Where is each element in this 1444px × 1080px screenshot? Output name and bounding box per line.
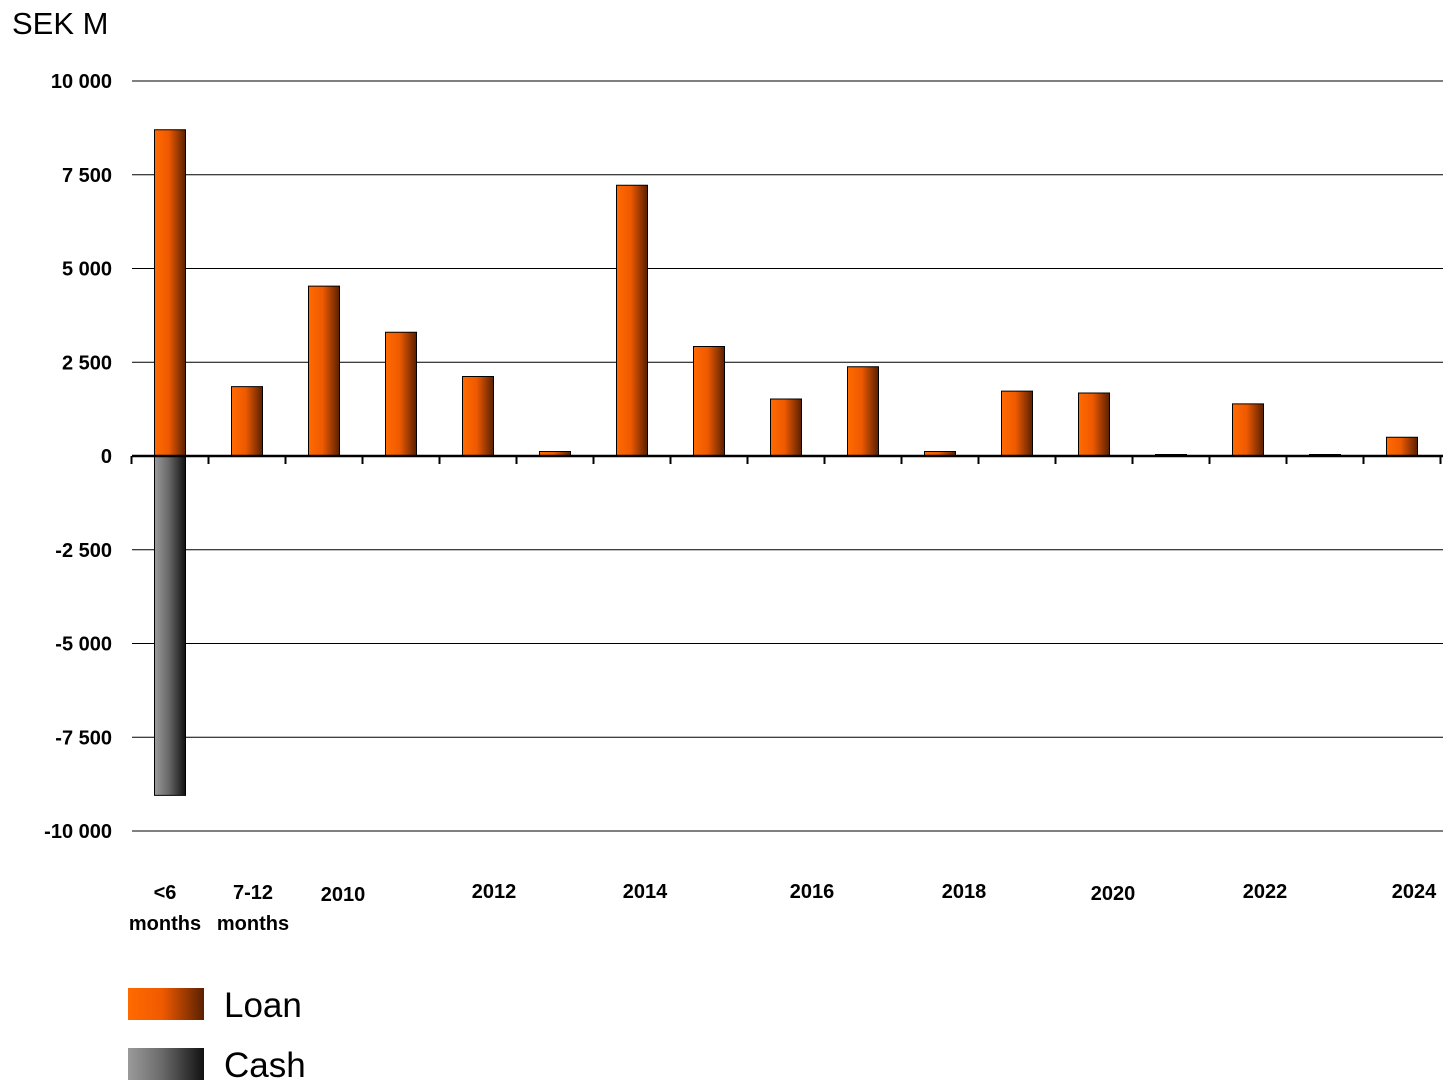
y-tick-label: 2 500	[62, 352, 112, 374]
bar-loan-1	[231, 386, 263, 457]
x-tick-label: 2014	[623, 881, 668, 903]
legend-entry-loan: Loan	[128, 986, 302, 1025]
x-tick-label: 2020	[1091, 883, 1136, 905]
y-tick-label: 0	[101, 446, 112, 468]
x-tick-label: 2010	[321, 884, 366, 906]
legend-label-cash: Cash	[224, 1046, 306, 1080]
x-tick-label: 2012	[472, 881, 517, 903]
x-tick-label: <6	[154, 882, 177, 904]
x-tick-label: 2016	[790, 881, 835, 903]
x-tick-label: 2018	[942, 881, 987, 903]
x-axis	[130, 454, 1443, 464]
y-tick-label: 5 000	[62, 259, 112, 281]
y-axis-unit-label: SEK M	[12, 6, 108, 41]
x-tick-label: months	[217, 913, 289, 935]
bar-loan-2	[308, 285, 340, 457]
y-tick-label: -5 000	[55, 634, 112, 656]
y-tick-label: 7 500	[62, 165, 112, 187]
bar-loan-6	[616, 184, 648, 457]
bar-loan-14	[1232, 403, 1264, 457]
y-tick-label: -7 500	[55, 727, 112, 749]
x-tick-label: months	[129, 913, 201, 935]
x-tick-label: 2024	[1392, 881, 1437, 903]
legend-entry-cash: Cash	[128, 1046, 306, 1080]
bar-loan-0	[154, 129, 186, 457]
x-tick-label: 2022	[1243, 881, 1288, 903]
legend-label-loan: Loan	[224, 986, 302, 1025]
legend-swatch-cash	[128, 1048, 204, 1080]
bar-loan-11	[1001, 390, 1033, 457]
bar-loan-7	[693, 346, 725, 457]
y-tick-label: -10 000	[44, 821, 112, 843]
legend: Loan Cash	[128, 986, 306, 1080]
legend-swatch-loan	[128, 988, 204, 1020]
gridlines	[132, 80, 1443, 832]
bar-loan-4	[462, 376, 494, 457]
y-tick-label: -2 500	[55, 540, 112, 562]
bar-loan-16	[1386, 436, 1418, 457]
bar-loan-3	[385, 331, 417, 457]
y-tick-label: 10 000	[51, 71, 112, 93]
x-tick-label: 7-12	[233, 882, 273, 904]
bar-loan-12	[1078, 392, 1110, 457]
bar-loan-8	[770, 398, 802, 457]
x-axis-tick-labels: <6 months 7-12 months 2010 2012 2014 2016 2018 20…	[129, 881, 1437, 935]
bar-cash-0	[154, 455, 186, 796]
bar-loan-9	[847, 366, 879, 457]
bars	[154, 129, 1418, 796]
y-axis-tick-labels: 10 000 7 500 5 000 2 500 0 -2 500 -5 000 -7 500…	[44, 71, 112, 843]
